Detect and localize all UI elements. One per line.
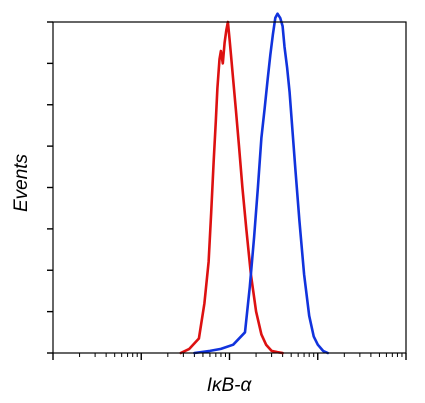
x-axis-title: IκB-α xyxy=(207,375,253,396)
series-line-blue xyxy=(193,12,330,355)
y-axis-title: Events xyxy=(11,153,32,212)
plot-frame xyxy=(52,21,407,354)
